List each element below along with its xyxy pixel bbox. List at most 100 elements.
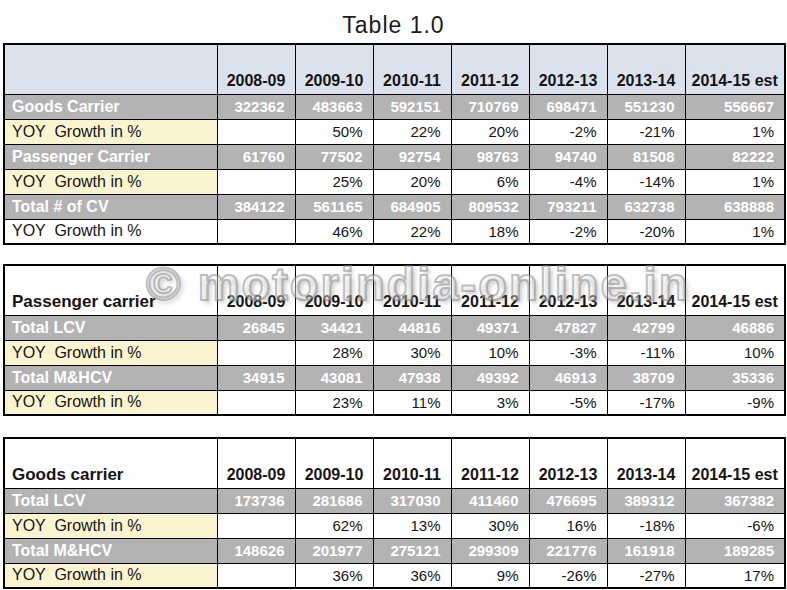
table-goods-carrier: Goods carrier2008-092009-102010-112011-1… bbox=[3, 437, 786, 589]
cell-value: 11% bbox=[373, 390, 451, 415]
cell-value: 36% bbox=[295, 563, 373, 588]
cell-value: 92754 bbox=[373, 144, 451, 169]
header-row: Goods carrier2008-092009-102010-112011-1… bbox=[4, 438, 785, 488]
table-commercial-vehicles-total: 2008-092009-102010-112011-122012-132013-… bbox=[3, 43, 786, 245]
cell-value bbox=[217, 219, 295, 244]
table-row: Goods Carrier322362483663592151710769698… bbox=[4, 94, 785, 119]
cell-value: 684905 bbox=[373, 194, 451, 219]
cell-value: 30% bbox=[451, 513, 529, 538]
cell-value: 10% bbox=[451, 340, 529, 365]
column-header: 2010-11 bbox=[373, 265, 451, 315]
table-row: YOY Growth in %28%30%10%-3%-11%10% bbox=[4, 340, 785, 365]
table-row: YOY Growth in %23%11%3%-5%-17%-9% bbox=[4, 390, 785, 415]
table-row: Passenger Carrier61760775029275498763947… bbox=[4, 144, 785, 169]
column-header: 2009-10 bbox=[295, 438, 373, 488]
row-label: Total LCV bbox=[4, 488, 217, 513]
cell-value: -20% bbox=[607, 219, 685, 244]
table-row: YOY Growth in %62%13%30%16%-18%-6% bbox=[4, 513, 785, 538]
row-label: YOY Growth in % bbox=[4, 219, 217, 244]
column-header: 2009-10 bbox=[295, 44, 373, 94]
cell-value: -17% bbox=[607, 390, 685, 415]
cell-value bbox=[217, 119, 295, 144]
cell-value: 49371 bbox=[451, 315, 529, 340]
cell-value: 22% bbox=[373, 219, 451, 244]
cell-value: 35336 bbox=[685, 365, 785, 390]
column-header: 2008-09 bbox=[217, 44, 295, 94]
cell-value: 322362 bbox=[217, 94, 295, 119]
cell-value: 389312 bbox=[607, 488, 685, 513]
cell-value bbox=[217, 513, 295, 538]
cell-value: 44816 bbox=[373, 315, 451, 340]
column-header: 2010-11 bbox=[373, 44, 451, 94]
column-header: 2013-14 bbox=[607, 44, 685, 94]
cell-value: 30% bbox=[373, 340, 451, 365]
row-label: YOY Growth in % bbox=[4, 169, 217, 194]
cell-value bbox=[217, 563, 295, 588]
cell-value: 698471 bbox=[529, 94, 607, 119]
row-label: Total M&HCV bbox=[4, 365, 217, 390]
cell-value: -14% bbox=[607, 169, 685, 194]
cell-value: 46% bbox=[295, 219, 373, 244]
cell-value: 161918 bbox=[607, 538, 685, 563]
column-header: 2014-15 est bbox=[685, 265, 785, 315]
row-label: Goods Carrier bbox=[4, 94, 217, 119]
cell-value: 809532 bbox=[451, 194, 529, 219]
cell-value: 1% bbox=[685, 119, 785, 144]
cell-value: 26845 bbox=[217, 315, 295, 340]
cell-value: 317030 bbox=[373, 488, 451, 513]
table-row: Total LCV1737362816863170304114604766953… bbox=[4, 488, 785, 513]
cell-value: 50% bbox=[295, 119, 373, 144]
cell-value: -26% bbox=[529, 563, 607, 588]
row-label: YOY Growth in % bbox=[4, 513, 217, 538]
cell-value: 47827 bbox=[529, 315, 607, 340]
table-row: YOY Growth in %36%36%9%-26%-27%17% bbox=[4, 563, 785, 588]
column-header: 2010-11 bbox=[373, 438, 451, 488]
cell-value: -5% bbox=[529, 390, 607, 415]
cell-value: -27% bbox=[607, 563, 685, 588]
cell-value bbox=[217, 340, 295, 365]
cell-value: 77502 bbox=[295, 144, 373, 169]
cell-value: 10% bbox=[685, 340, 785, 365]
row-label: YOY Growth in % bbox=[4, 119, 217, 144]
table-row: YOY Growth in %46%22%18%-2%-20%1% bbox=[4, 219, 785, 244]
cell-value: -3% bbox=[529, 340, 607, 365]
table-row: YOY Growth in %25%20%6%-4%-14%1% bbox=[4, 169, 785, 194]
cell-value: 98763 bbox=[451, 144, 529, 169]
table-label-header: Goods carrier bbox=[4, 438, 217, 488]
cell-value: 94740 bbox=[529, 144, 607, 169]
cell-value: 36% bbox=[373, 563, 451, 588]
cell-value: 20% bbox=[373, 169, 451, 194]
cell-value: 793211 bbox=[529, 194, 607, 219]
cell-value: 638888 bbox=[685, 194, 785, 219]
cell-value: 82222 bbox=[685, 144, 785, 169]
cell-value: -21% bbox=[607, 119, 685, 144]
cell-value: 42799 bbox=[607, 315, 685, 340]
column-header: 2011-12 bbox=[451, 265, 529, 315]
cell-value: 9% bbox=[451, 563, 529, 588]
cell-value: -11% bbox=[607, 340, 685, 365]
cell-value: 6% bbox=[451, 169, 529, 194]
cell-value: 16% bbox=[529, 513, 607, 538]
cell-value: 1% bbox=[685, 169, 785, 194]
table-row: Total M&HCV34915430814793849392469133870… bbox=[4, 365, 785, 390]
column-header: 2012-13 bbox=[529, 44, 607, 94]
column-header: 2014-15 est bbox=[685, 438, 785, 488]
table-passenger-carrier: Passenger carrier2008-092009-102010-1120… bbox=[3, 264, 786, 416]
table-label-header: Passenger carrier bbox=[4, 265, 217, 315]
table-row: Total # of CV384122561165684905809532793… bbox=[4, 194, 785, 219]
cell-value: 47938 bbox=[373, 365, 451, 390]
header-row: Passenger carrier2008-092009-102010-1120… bbox=[4, 265, 785, 315]
row-label: Total LCV bbox=[4, 315, 217, 340]
cell-value: 483663 bbox=[295, 94, 373, 119]
row-label: Passenger Carrier bbox=[4, 144, 217, 169]
cell-value: 34915 bbox=[217, 365, 295, 390]
cell-value: 173736 bbox=[217, 488, 295, 513]
cell-value: 46886 bbox=[685, 315, 785, 340]
cell-value: 62% bbox=[295, 513, 373, 538]
cell-value: 1% bbox=[685, 219, 785, 244]
cell-value: 61760 bbox=[217, 144, 295, 169]
cell-value: 476695 bbox=[529, 488, 607, 513]
row-label: YOY Growth in % bbox=[4, 563, 217, 588]
cell-value: 28% bbox=[295, 340, 373, 365]
cell-value bbox=[217, 390, 295, 415]
